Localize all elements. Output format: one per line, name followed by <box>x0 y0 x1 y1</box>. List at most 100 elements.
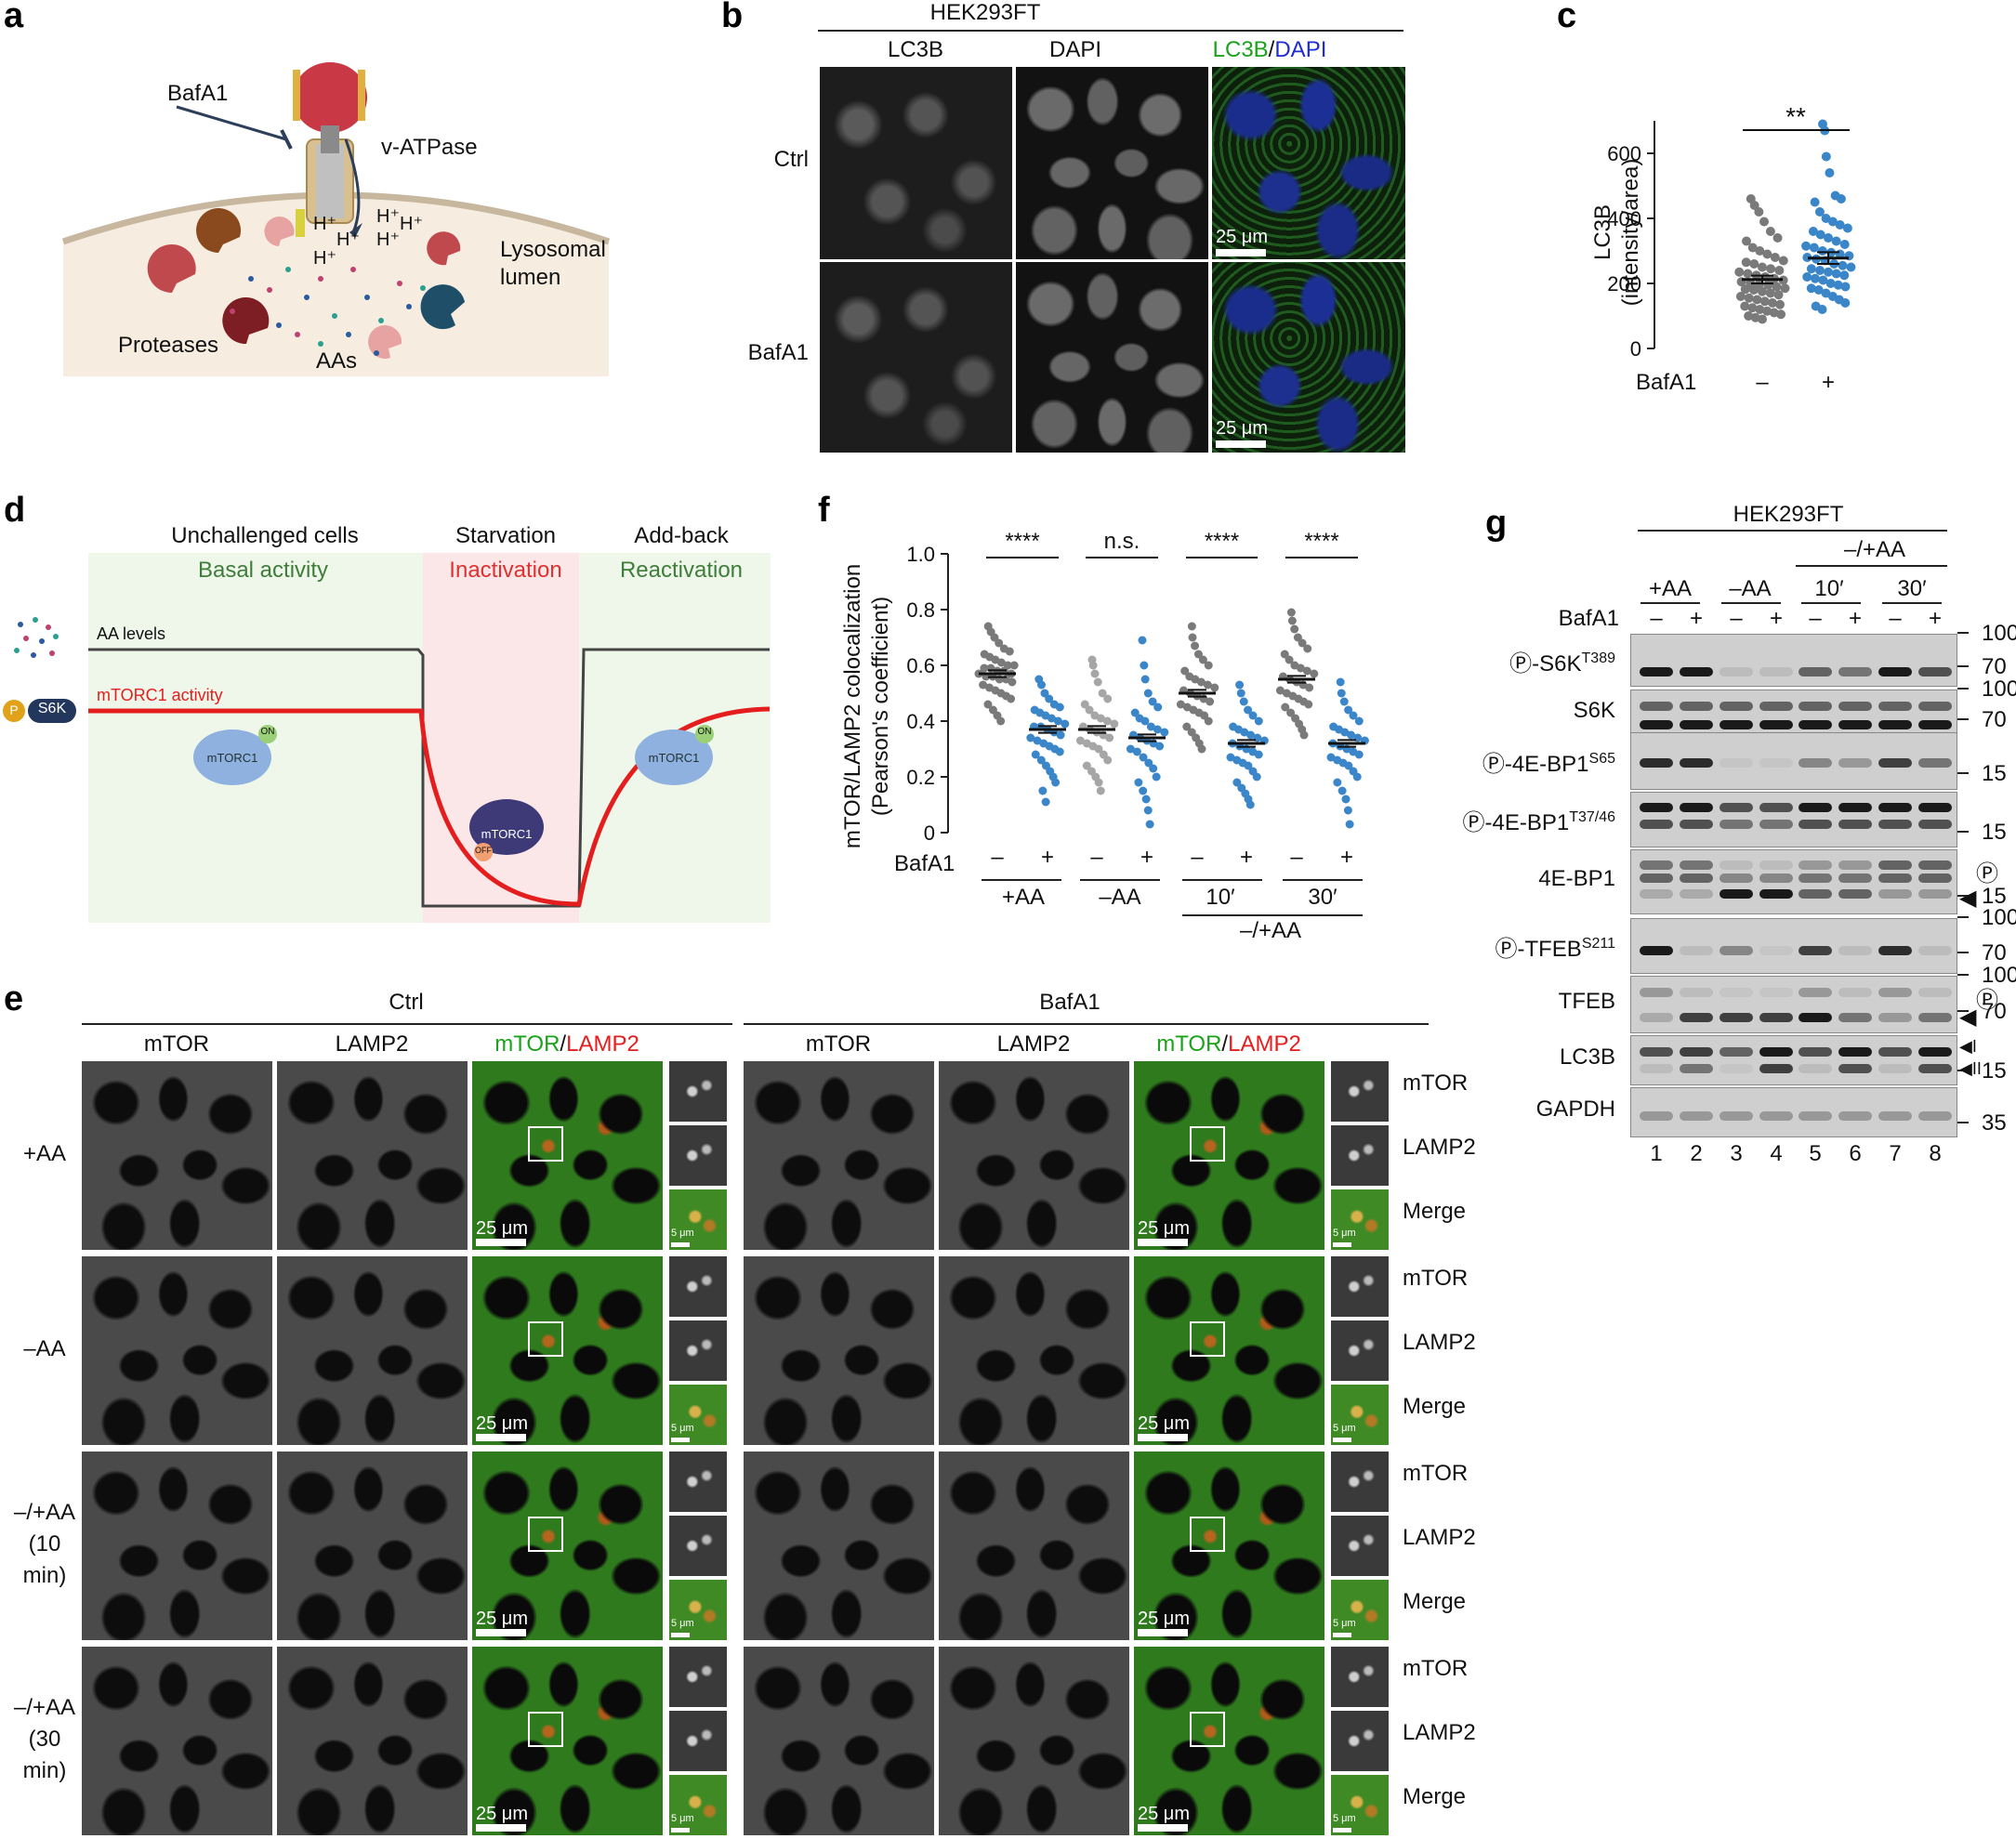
row-label: –AA <box>23 1335 66 1361</box>
blot-band <box>1640 988 1673 997</box>
data-point <box>1842 223 1852 233</box>
data-point <box>1354 716 1364 726</box>
data-point <box>1085 705 1094 715</box>
blot-band <box>1838 667 1872 677</box>
panel-d-inactivation: Inactivation <box>449 558 562 583</box>
x-sign-label: – <box>991 845 1004 870</box>
inset-mtor <box>669 1451 727 1512</box>
column-merge: mTOR/LAMP2 <box>494 1031 639 1057</box>
column-mtor: mTOR <box>805 1031 872 1057</box>
micrograph-merge: 25 μm <box>1134 1061 1324 1250</box>
data-point <box>1204 661 1213 670</box>
data-point <box>1349 711 1358 720</box>
data-point <box>1280 650 1289 659</box>
blot-band <box>1759 803 1793 813</box>
data-point <box>1090 669 1100 678</box>
blot-band <box>1640 860 1673 870</box>
scale-bar-label: 25 μm <box>476 1609 528 1629</box>
data-point <box>1152 772 1161 782</box>
blot-band <box>1720 988 1753 997</box>
merge-lc3b-label: LC3B <box>1212 37 1269 62</box>
data-point <box>1138 636 1147 645</box>
blot-band <box>1720 719 1753 729</box>
inset-mtor <box>669 1647 727 1707</box>
blot-label-superscript: T37/46 <box>1569 809 1615 825</box>
lane-number: 4 <box>1770 1141 1783 1166</box>
merge-mtor-label: mTOR <box>494 1031 560 1057</box>
mw-marker: 15 <box>1982 883 2007 909</box>
mw-marker: 100 <box>1982 963 2016 988</box>
scale-bar <box>1216 249 1266 256</box>
data-point <box>1343 806 1352 815</box>
data-point <box>983 700 993 709</box>
lane-sign: – <box>1650 606 1663 631</box>
column-lamp2: LAMP2 <box>335 1031 409 1057</box>
blot-band <box>1680 667 1713 677</box>
scale-bar-label: 5 μm <box>1333 1423 1356 1434</box>
blot-band <box>1759 758 1793 768</box>
blot-band <box>1799 1013 1832 1022</box>
scale-bar <box>476 1629 526 1636</box>
data-point <box>1248 711 1258 720</box>
lysosomal-lumen-label-1: Lysosomal <box>500 237 606 262</box>
blot-band <box>1640 888 1673 899</box>
data-point <box>1824 267 1833 277</box>
data-point <box>1096 714 1105 723</box>
scale-bar-label: 25 μm <box>476 1804 528 1824</box>
inset-row-label: mTOR <box>1403 1461 1469 1486</box>
data-point <box>1336 677 1345 687</box>
scale-bar <box>1138 1824 1188 1832</box>
mtorc1-label: mTORC1 <box>206 751 258 765</box>
panel-g-aa-2: –AA <box>1729 576 1772 601</box>
y-tick-label: 0.4 <box>906 710 935 733</box>
data-point <box>1206 697 1215 706</box>
blot-band <box>1799 1047 1832 1057</box>
data-point <box>1275 686 1285 695</box>
mtorc1-off-icon <box>469 799 544 861</box>
data-point <box>1778 275 1788 285</box>
scale-bar-label: 25 μm <box>1138 1218 1190 1239</box>
significance-label: **** <box>1005 529 1039 554</box>
micrograph-merge: 25 μm <box>1134 1256 1324 1445</box>
panel-d-header-3: Add-back <box>634 523 729 548</box>
blot-band <box>1640 803 1673 813</box>
merge-slash: / <box>1221 1031 1229 1057</box>
inset-lamp2 <box>1331 1711 1389 1771</box>
phospho-marker: Ⓟ <box>1976 988 1998 1013</box>
y-tick-label: 1.0 <box>906 543 935 566</box>
inset-lamp2 <box>669 1711 727 1771</box>
data-point <box>1808 227 1818 236</box>
data-point <box>1765 288 1775 298</box>
mtorc1-label: mTORC1 <box>648 751 700 765</box>
data-point <box>1839 240 1850 249</box>
scale-bar <box>1333 1633 1351 1637</box>
header-rule <box>744 1023 1429 1025</box>
data-point <box>1139 753 1148 762</box>
phospho-icon <box>3 700 25 722</box>
blot-band <box>1838 1064 1872 1074</box>
blot-band <box>1640 819 1673 829</box>
group-rule <box>1080 879 1160 881</box>
phospho-marker: Ⓟ <box>1976 861 1998 887</box>
panel-d-basal: Basal activity <box>197 558 329 583</box>
data-point <box>1143 806 1153 815</box>
band-arrow-icon: ◀I <box>1959 1037 1977 1056</box>
blot-label-text: GAPDH <box>1535 1097 1615 1122</box>
data-point <box>1778 256 1788 266</box>
y-tick-label: 0.2 <box>906 766 935 789</box>
micrograph-mtor <box>82 1061 272 1250</box>
blot-band <box>1799 988 1832 997</box>
data-point <box>1337 786 1347 795</box>
blot-label-text: Ⓟ-4E-BP1 <box>1462 810 1570 835</box>
blot-band <box>1799 803 1832 813</box>
data-point <box>1203 680 1212 690</box>
blot-band <box>1918 758 1952 768</box>
data-point <box>1838 260 1848 270</box>
mw-marker: 70 <box>1982 654 2007 680</box>
blot-band <box>1838 945 1872 955</box>
data-point <box>1836 194 1846 204</box>
data-point <box>1354 750 1364 759</box>
scale-bar-label: 5 μm <box>1333 1228 1356 1239</box>
blot-band <box>1838 719 1872 729</box>
blot-band <box>1640 701 1673 711</box>
